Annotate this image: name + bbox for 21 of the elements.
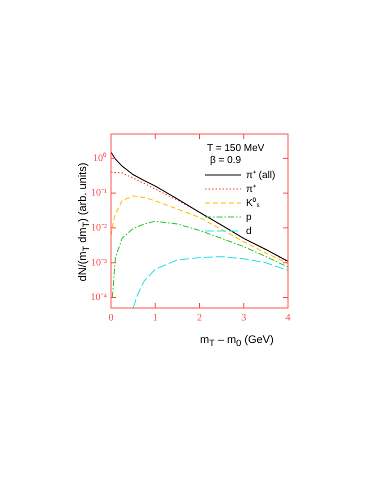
x-tick-label: 0: [108, 312, 114, 324]
y-tick-label: 10⁻¹: [91, 188, 107, 199]
legend-label: π⁺: [246, 184, 257, 195]
line-series: [112, 220, 288, 298]
line-series: [132, 256, 288, 308]
y-tick-label: 10⁻³: [91, 257, 107, 268]
legend-label: d: [246, 226, 252, 237]
y-tick-label: 10⁰: [93, 152, 107, 164]
annotation: T = 150 MeV: [207, 142, 265, 154]
x-tick-label: 4: [286, 312, 290, 324]
y-tick-label: 10⁻⁴: [90, 292, 108, 304]
legend-label: p: [246, 212, 252, 223]
line-series: [111, 195, 288, 264]
annotation: β = 0.9: [210, 154, 242, 166]
legend-label: K⁰ₛ: [246, 196, 260, 209]
x-axis-title: m$_{T}$ – m$_{0}$ (GeV): [200, 334, 274, 348]
legend-label: π⁺ (all): [246, 170, 276, 181]
x-tick-label: 3: [241, 312, 246, 324]
y-tick-label: 10⁻²: [91, 222, 107, 234]
x-tick-label: 1: [152, 312, 158, 324]
x-tick-label: 2: [197, 312, 202, 324]
